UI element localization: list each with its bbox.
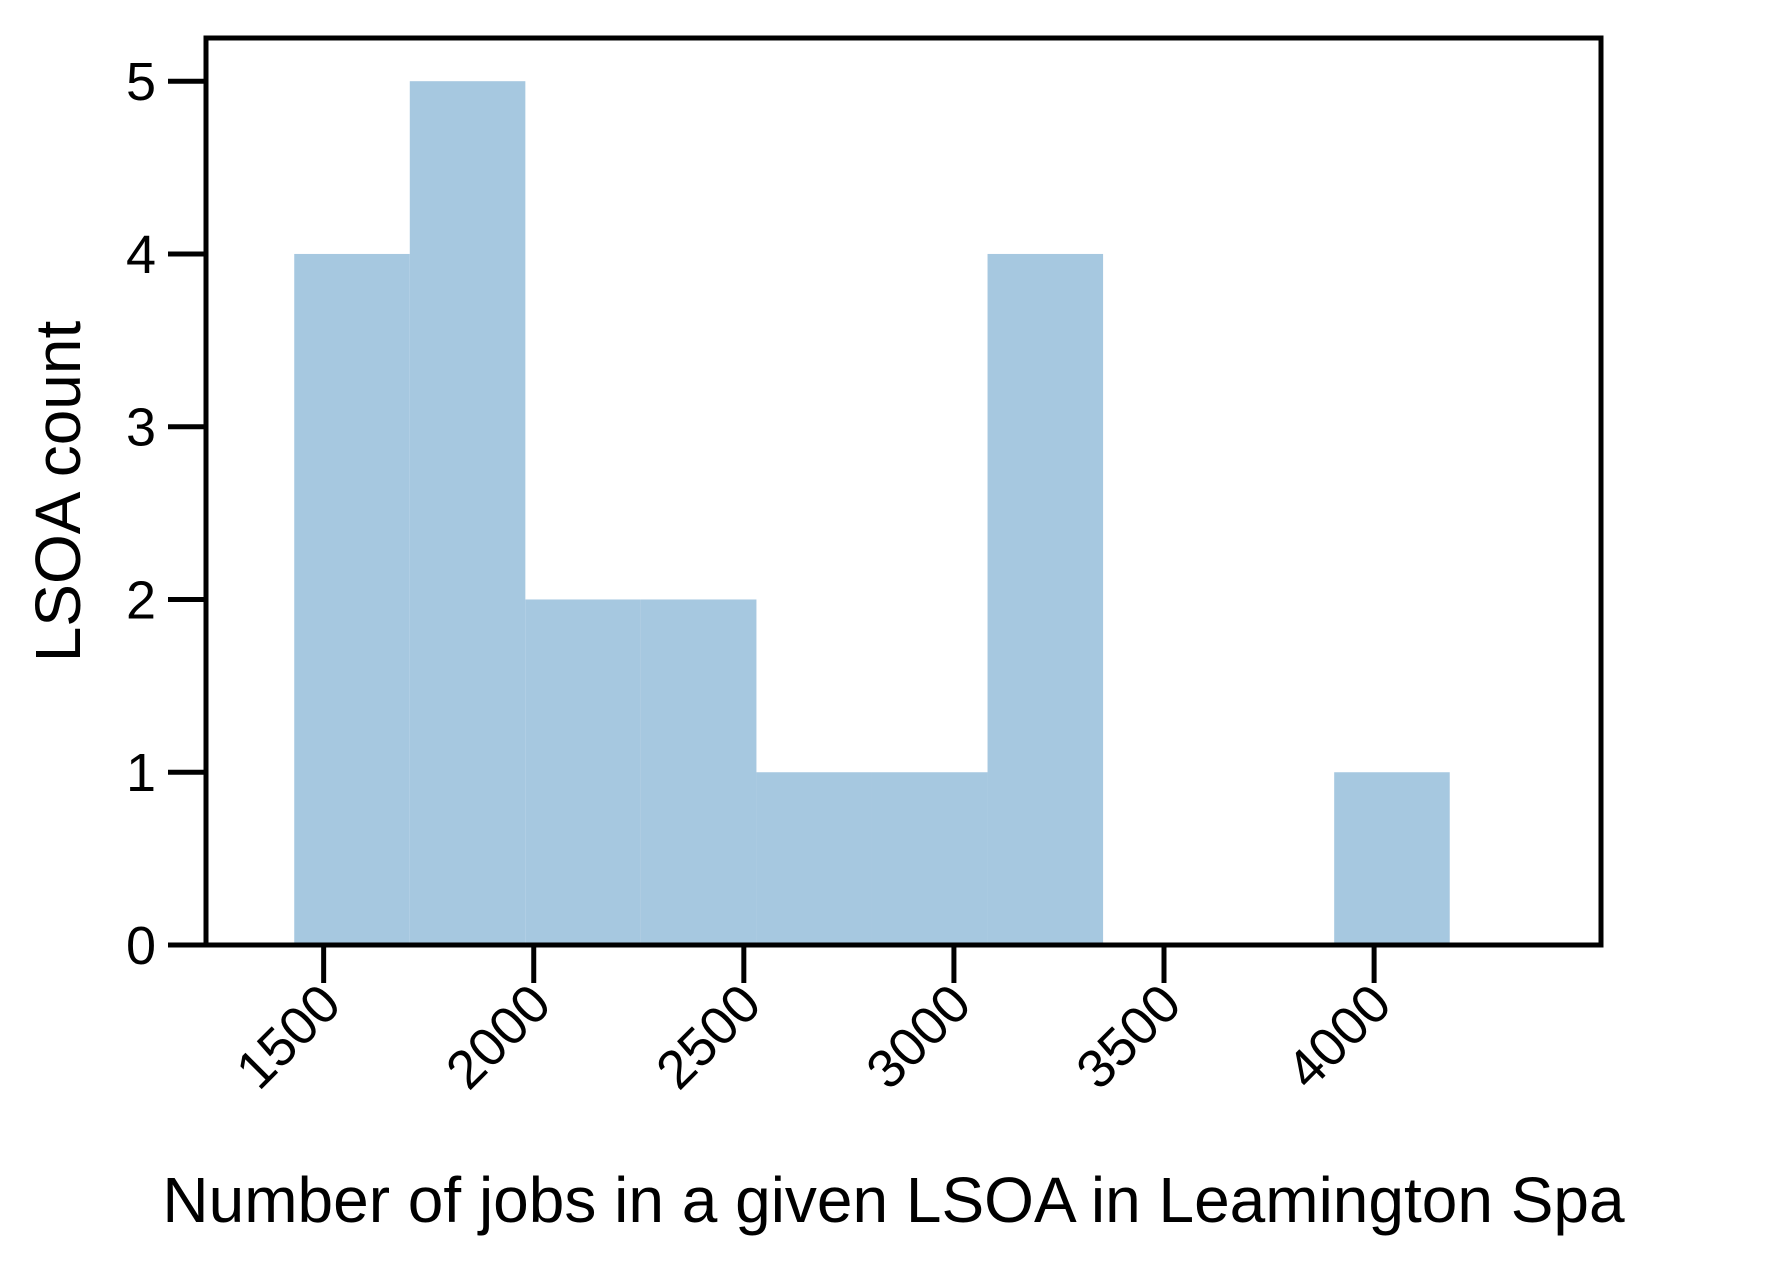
- histogram-bar: [756, 772, 872, 945]
- histogram-bar: [294, 253, 410, 945]
- histogram-bars: [294, 81, 1450, 945]
- x-tick-label: 3000: [855, 973, 982, 1100]
- histogram-bar: [987, 253, 1104, 945]
- y-tick-label: 1: [126, 743, 156, 803]
- x-tick-label: 2000: [435, 973, 562, 1100]
- x-tick-label: 2500: [645, 973, 772, 1100]
- histogram-bar: [409, 81, 526, 945]
- histogram-bar: [640, 599, 757, 945]
- y-tick-label: 3: [126, 398, 156, 458]
- y-tick-label: 0: [126, 916, 156, 976]
- y-axis-label: LSOA count: [22, 321, 94, 663]
- x-tick-label: 3500: [1065, 973, 1192, 1100]
- x-tick-label: 4000: [1275, 973, 1402, 1100]
- x-tick-label: 1500: [225, 973, 352, 1100]
- histogram-bar: [1334, 772, 1450, 945]
- x-axis: 1500 2000 2500 3000 3500 4000: [225, 945, 1403, 1100]
- y-tick-label: 2: [126, 570, 156, 630]
- y-tick-label: 4: [126, 225, 156, 285]
- y-axis: 0 1 2 3 4 5: [126, 52, 206, 976]
- y-tick-label: 5: [126, 52, 156, 112]
- histogram-bar: [871, 772, 988, 945]
- histogram-bar: [525, 599, 641, 945]
- plot-frame: [203, 35, 1604, 948]
- x-axis-label: Number of jobs in a given LSOA in Leamin…: [162, 1164, 1625, 1236]
